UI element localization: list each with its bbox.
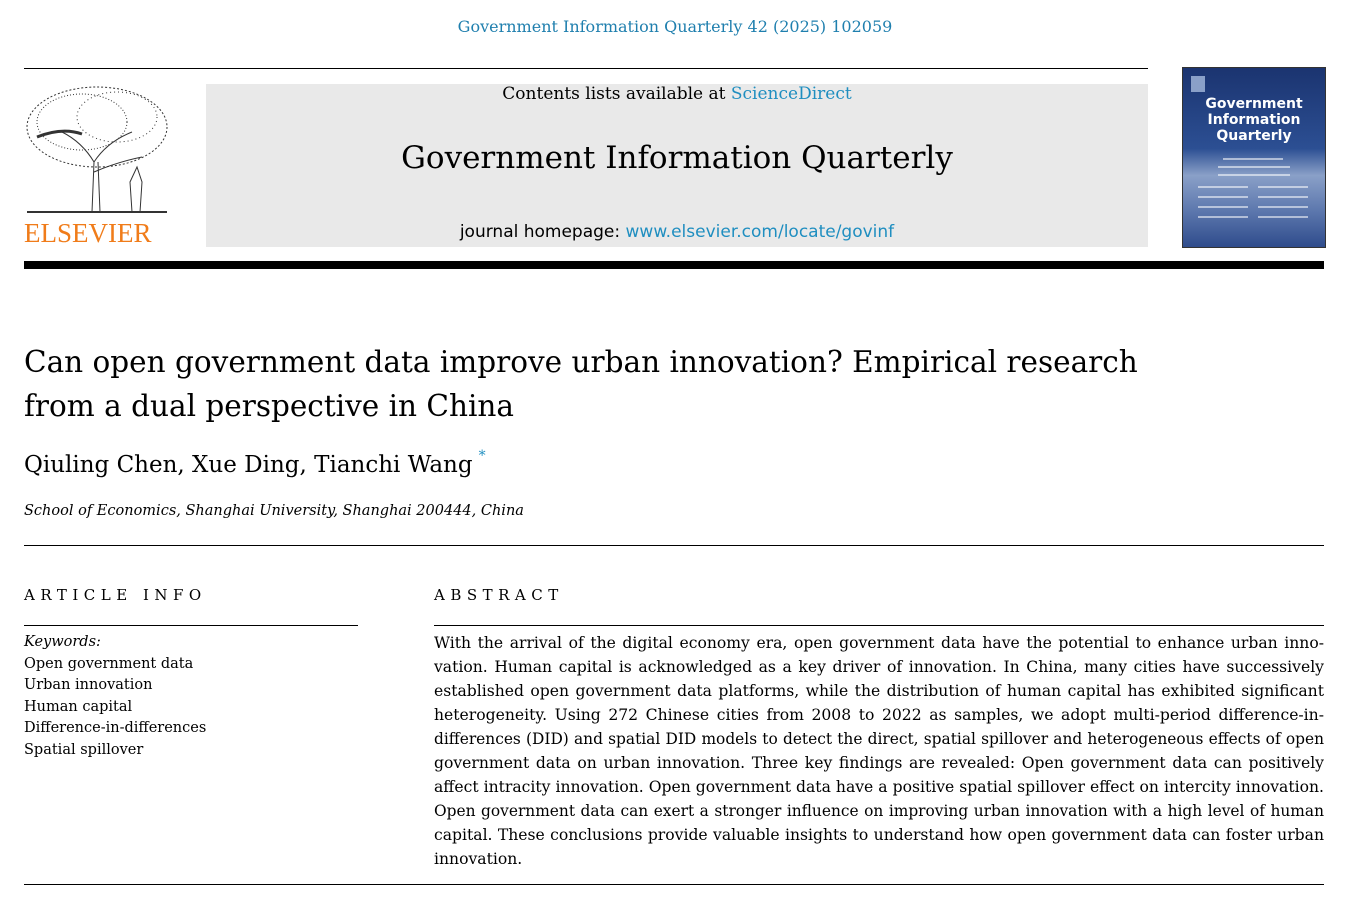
divider: [24, 68, 1148, 69]
author-list: Qiuling Chen, Xue Ding, Tianchi Wang *: [24, 448, 486, 478]
abstract-line: innovation.: [434, 850, 523, 868]
journal-banner: [206, 84, 1148, 247]
cover-title: Government Information Quarterly: [1205, 96, 1303, 144]
cover-logo-icon: [1191, 76, 1205, 92]
article-title: Can open government data improve urban i…: [24, 340, 1174, 428]
contents-prefix: Contents lists available at: [502, 84, 731, 104]
journal-cover-image[interactable]: Government Information Quarterly: [1182, 67, 1326, 248]
keyword: Difference-in-differences: [24, 720, 207, 736]
homepage-line: journal homepage: www.elsevier.com/locat…: [206, 222, 1148, 242]
divider: [24, 625, 358, 626]
keyword: Human capital: [24, 698, 133, 715]
sciencedirect-link[interactable]: ScienceDirect: [730, 84, 852, 104]
journal-citation[interactable]: Government Information Quarterly 42 (202…: [457, 17, 893, 36]
keyword: Spatial spillover: [24, 741, 144, 758]
author[interactable]: Xue Ding: [192, 452, 300, 478]
keywords-label: Keywords:: [24, 634, 101, 650]
abstract-line: established open government data platfor…: [434, 682, 1324, 700]
author[interactable]: Qiuling Chen: [24, 452, 178, 478]
keyword: Open government data: [24, 655, 194, 672]
abstract-line: Open government data can exert a stronge…: [434, 802, 1324, 820]
article-info-heading: ARTICLE INFO: [24, 586, 207, 604]
abstract-line: affect intracity innovation. Open govern…: [434, 778, 1324, 796]
tree-icon: [26, 86, 168, 213]
divider: [24, 884, 1324, 885]
abstract-line: With the arrival of the digital economy …: [434, 634, 1324, 652]
journal-title: Government Information Quarterly: [401, 140, 953, 176]
elsevier-logo: [22, 82, 172, 252]
affiliation: School of Economics, Shanghai University…: [24, 503, 524, 519]
abstract-line: vation. Human capital is acknowledged as…: [434, 658, 1324, 676]
abstract-line: heterogeneity. Using 272 Chinese cities …: [434, 706, 1324, 724]
title-line: from a dual perspective in China: [24, 389, 515, 423]
abstract-line: government data on urban innovation. Thr…: [434, 754, 1324, 772]
abstract-heading: ABSTRACT: [434, 586, 564, 604]
keyword: Urban innovation: [24, 677, 153, 693]
contents-line: Contents lists available at ScienceDirec…: [206, 84, 1148, 104]
header-divider: [24, 261, 1324, 269]
homepage-prefix: journal homepage:: [459, 222, 626, 242]
author[interactable]: Tianchi Wang: [314, 452, 473, 478]
title-line: Can open government data improve urban i…: [24, 345, 1138, 379]
abstract-line: differences (DID) and spatial DID models…: [434, 730, 1324, 748]
keywords-list: Keywords: Open government data Urban inn…: [24, 632, 206, 761]
divider: [24, 545, 1324, 546]
abstract-text: With the arrival of the digital economy …: [434, 631, 1324, 871]
publisher-logo-text: ELSEVIER: [24, 218, 152, 248]
corresponding-author-mark[interactable]: *: [478, 448, 486, 464]
homepage-link[interactable]: www.elsevier.com/locate/govinf: [625, 222, 895, 242]
abstract-line: capital. These conclusions provide valua…: [434, 826, 1324, 844]
divider: [434, 625, 1324, 626]
